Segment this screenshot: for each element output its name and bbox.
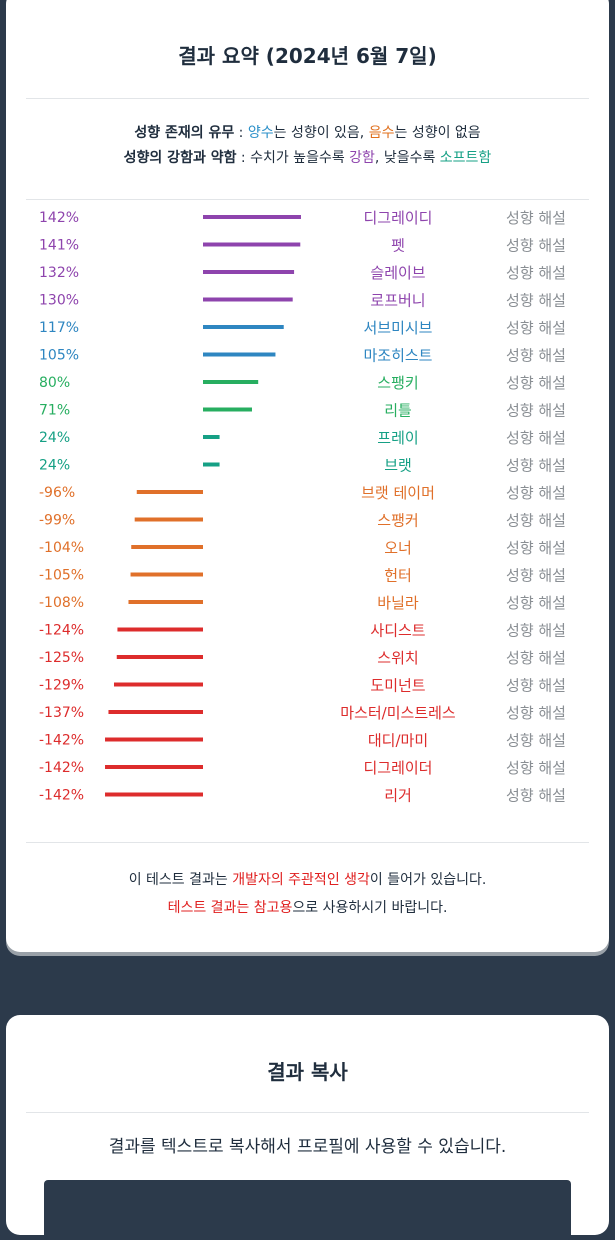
- tendency-name: 스팽키: [377, 374, 418, 392]
- tendency-name: 마스터/미스트레스: [340, 704, 456, 722]
- tendency-name: 도미넌트: [370, 677, 425, 695]
- tendency-name: 디그레이더: [363, 759, 432, 777]
- note-text: 이 들어가 있습니다.: [369, 872, 487, 888]
- explain-link[interactable]: 성향 해설: [506, 512, 566, 530]
- explain-link[interactable]: 성향 해설: [506, 622, 566, 640]
- legend-sep: :: [236, 150, 251, 166]
- tendency-name: 헌터: [384, 567, 412, 585]
- explain-link[interactable]: 성향 해설: [506, 237, 566, 255]
- percent-label: 24%: [39, 458, 70, 474]
- percent-label: 24%: [39, 430, 70, 446]
- percent-label: -108%: [39, 595, 84, 611]
- divider: [26, 199, 589, 200]
- copy-card: 결과 복사 결과를 텍스트로 복사해서 프로필에 사용할 수 있습니다.: [6, 1015, 609, 1240]
- percent-label: -96%: [39, 485, 75, 501]
- percent-label: -129%: [39, 678, 84, 694]
- explain-link[interactable]: 성향 해설: [506, 539, 566, 557]
- disclaimer-line-1: 이 테스트 결과는 개발자의 주관적인 생각이 들어가 있습니다.: [6, 866, 609, 894]
- tendency-name: 로프버니: [370, 292, 425, 310]
- divider: [26, 842, 589, 843]
- explain-link[interactable]: 성향 해설: [506, 567, 566, 585]
- tendency-name: 리거: [384, 787, 412, 805]
- percent-label: -104%: [39, 540, 84, 556]
- percent-label: -105%: [39, 568, 84, 584]
- explain-link[interactable]: 성향 해설: [506, 292, 566, 310]
- explain-link[interactable]: 성향 해설: [506, 704, 566, 722]
- tendency-name: 브랫 테이머: [361, 484, 435, 502]
- tendency-name: 마조히스트: [363, 347, 432, 365]
- percent-label: -142%: [39, 760, 84, 776]
- percent-label: 117%: [39, 320, 79, 336]
- explain-link[interactable]: 성향 해설: [506, 787, 566, 805]
- explain-link[interactable]: 성향 해설: [506, 649, 566, 667]
- summary-card: 결과 요약 (2024년 6월 7일) 성향 존재의 유무 : 양수는 성향이 …: [6, 0, 609, 952]
- summary-title: 결과 요약 (2024년 6월 7일): [178, 44, 437, 68]
- explain-link[interactable]: 성향 해설: [506, 429, 566, 447]
- legend-existence: 성향 존재의 유무 : 양수는 성향이 있음, 음수는 성향이 없음: [6, 121, 609, 146]
- percent-label: -142%: [39, 733, 84, 749]
- copy-title: 결과 복사: [267, 1060, 348, 1084]
- percent-label: 80%: [39, 375, 70, 391]
- explain-link[interactable]: 성향 해설: [506, 484, 566, 502]
- note-text: 으로 사용하시기 바랍니다.: [292, 900, 448, 916]
- legend-text: , 낮을수록: [374, 150, 440, 166]
- tendency-name: 스위치: [377, 649, 418, 667]
- explain-link[interactable]: 성향 해설: [506, 319, 566, 337]
- tendency-name: 대디/마미: [368, 732, 428, 750]
- legend-strength-label: 성향의 강함과 약함: [123, 150, 237, 166]
- legend-text: 수치가 높을수록: [250, 150, 350, 166]
- explain-link[interactable]: 성향 해설: [506, 732, 566, 750]
- percent-label: 71%: [39, 403, 70, 419]
- legend-soft: 소프트함: [439, 150, 492, 166]
- tendency-name: 사디스트: [370, 622, 425, 640]
- tendency-name: 디그레이디: [363, 209, 432, 227]
- legend-existence-label: 성향 존재의 유무: [134, 125, 235, 141]
- legend-text: 는 성향이 없음: [394, 125, 481, 141]
- explain-link[interactable]: 성향 해설: [506, 677, 566, 695]
- percent-label: -124%: [39, 623, 84, 639]
- divider: [26, 1112, 589, 1113]
- tendency-name: 펫: [391, 237, 405, 255]
- explain-link[interactable]: 성향 해설: [506, 264, 566, 282]
- legend-sep: :: [234, 125, 248, 141]
- legend-positive: 양수: [247, 125, 274, 141]
- tendency-name: 오너: [384, 539, 412, 557]
- explain-link[interactable]: 성향 해설: [506, 759, 566, 777]
- percent-label: 141%: [39, 238, 79, 254]
- percent-label: 105%: [39, 348, 79, 364]
- percent-label: -125%: [39, 650, 84, 666]
- copy-result-box[interactable]: [44, 1180, 571, 1240]
- copy-description: 결과를 텍스트로 복사해서 프로필에 사용할 수 있습니다.: [108, 1137, 507, 1157]
- tendency-name: 스팽커: [377, 512, 418, 530]
- explain-link[interactable]: 성향 해설: [506, 457, 566, 475]
- explain-link[interactable]: 성향 해설: [506, 347, 566, 365]
- percent-label: -137%: [39, 705, 84, 721]
- tendency-name: 바닐라: [377, 594, 419, 612]
- explain-link[interactable]: 성향 해설: [506, 594, 566, 612]
- legend-strength: 성향의 강함과 약함 : 수치가 높을수록 강함, 낮을수록 소프트함: [6, 146, 609, 171]
- tendency-name: 슬레이브: [370, 264, 425, 282]
- note-text: 이 테스트 결과는: [128, 872, 233, 888]
- legend-negative: 음수: [368, 125, 395, 141]
- tendency-name: 프레이: [377, 429, 418, 447]
- percent-label: -99%: [39, 513, 75, 529]
- percent-label: 142%: [39, 210, 79, 226]
- tendency-name: 서브미시브: [363, 319, 432, 337]
- explain-link[interactable]: 성향 해설: [506, 374, 566, 392]
- note-highlight: 테스트 결과는 참고용: [167, 900, 293, 916]
- percent-label: -142%: [39, 788, 84, 804]
- tendency-name: 리틀: [384, 402, 412, 420]
- divider: [26, 98, 589, 99]
- legend-strong: 강함: [349, 150, 375, 166]
- legend-text: 는 성향이 있음,: [273, 125, 369, 141]
- percent-label: 132%: [39, 265, 79, 281]
- note-highlight: 개발자의 주관적인 생각: [232, 872, 370, 888]
- explain-link[interactable]: 성향 해설: [506, 402, 566, 420]
- explain-link[interactable]: 성향 해설: [506, 209, 566, 227]
- percent-label: 130%: [39, 293, 79, 309]
- tendency-name: 브랫: [384, 457, 412, 475]
- disclaimer-line-2: 테스트 결과는 참고용으로 사용하시기 바랍니다.: [6, 894, 609, 922]
